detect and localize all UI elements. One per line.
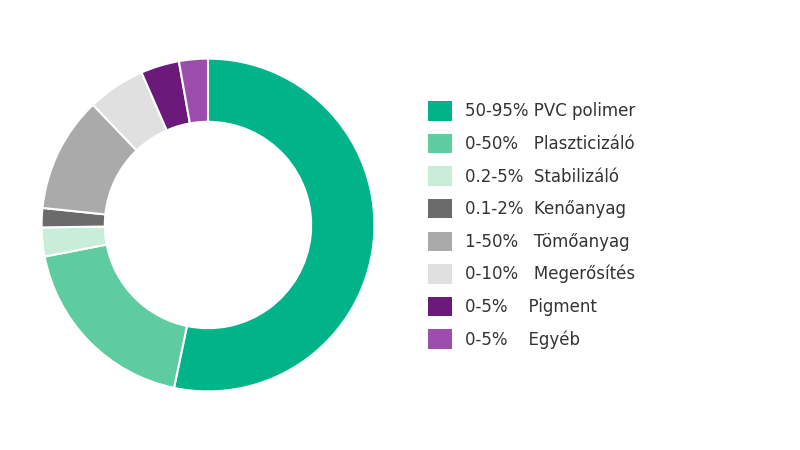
Wedge shape (45, 244, 187, 388)
Wedge shape (93, 72, 166, 150)
Wedge shape (179, 58, 208, 123)
Wedge shape (42, 226, 106, 256)
Wedge shape (142, 61, 190, 130)
Wedge shape (42, 208, 106, 227)
Legend: 50-95% PVC polimer, 0-50%   Plaszticizáló, 0.2-5%  Stabilizáló, 0.1-2%  Kenőanya: 50-95% PVC polimer, 0-50% Plaszticizáló,… (428, 101, 635, 349)
Wedge shape (174, 58, 374, 392)
Wedge shape (42, 105, 137, 214)
